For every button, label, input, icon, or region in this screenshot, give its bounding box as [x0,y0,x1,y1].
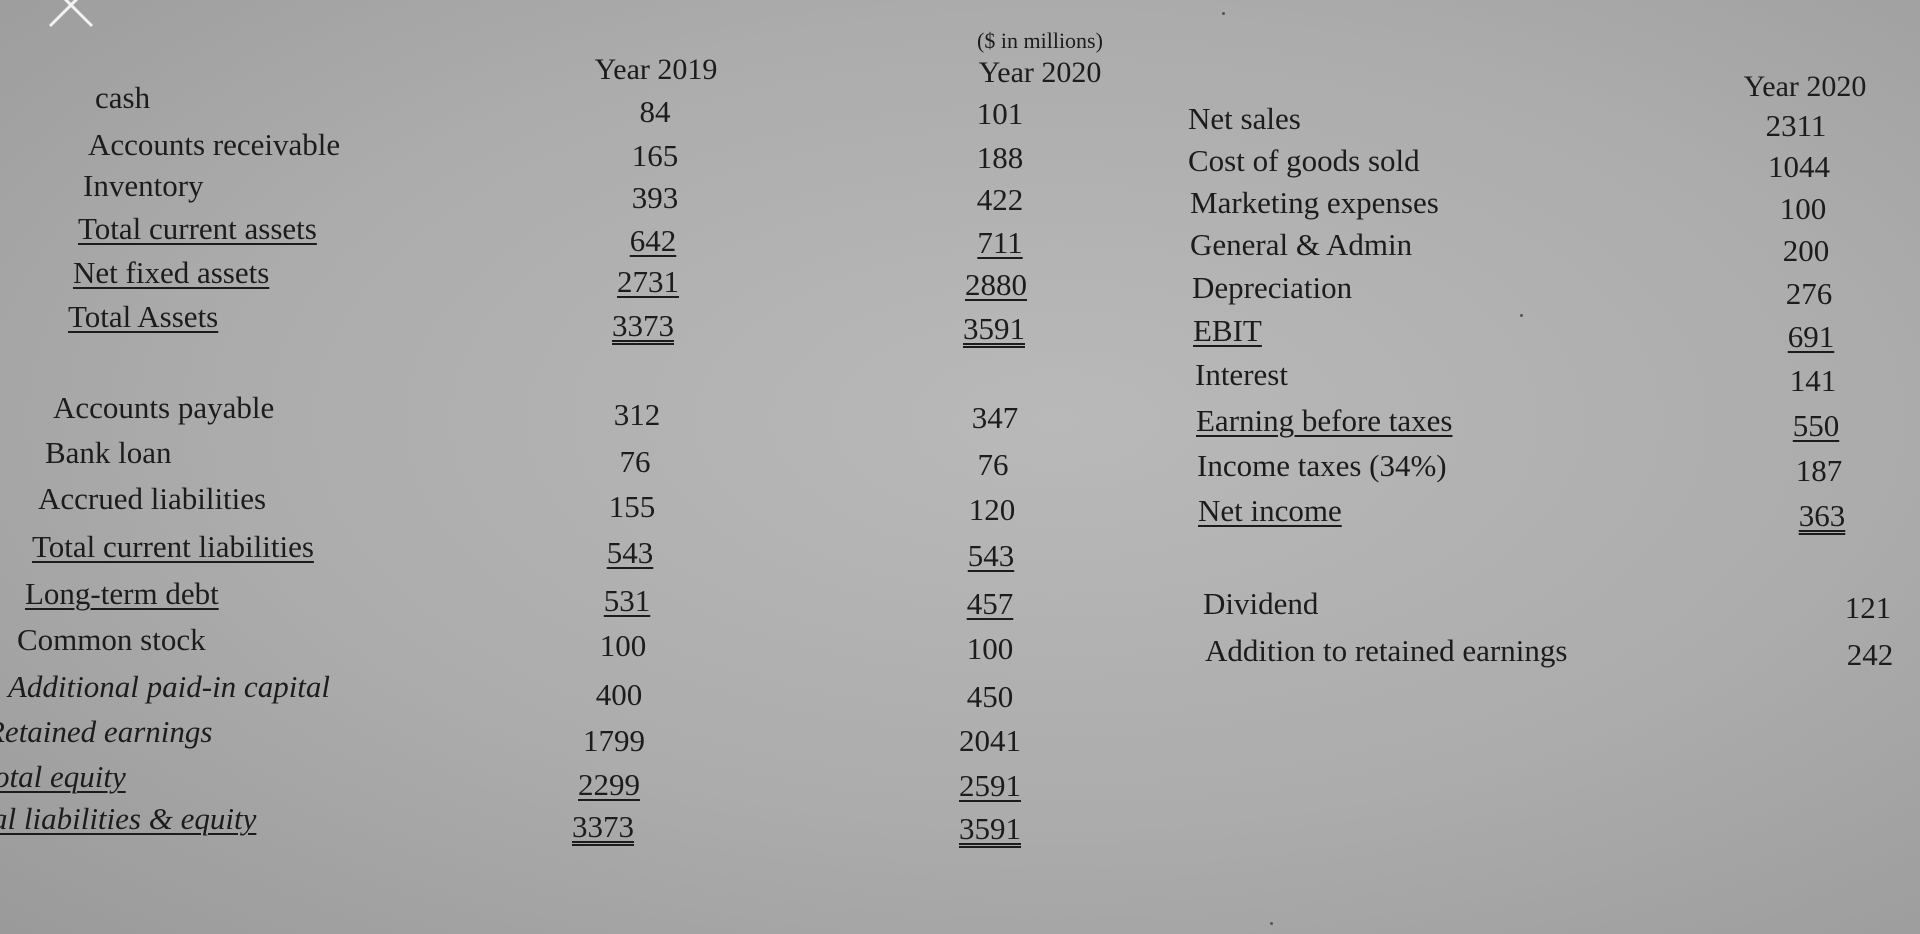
column-header-2020: Year 2020 [978,56,1102,89]
income-value: 200 [1782,233,1830,268]
liability-label: Accrued liabilities [38,481,267,516]
income-label: Net income [1198,493,1342,528]
dividend-value: 121 [1844,590,1892,625]
income-column-header-2020: Year 2020 [1743,70,1867,103]
liability-value-2019: 400 [595,677,643,712]
column-header-2019: Year 2019 [594,53,718,86]
liability-value-2019: 2299 [578,767,640,802]
liability-value-2019: 100 [599,628,647,663]
liability-value-2020: 2591 [959,768,1021,803]
retained-earnings-addition-value: 242 [1846,637,1894,672]
liability-label: Accounts payable [53,390,275,425]
income-label: EBIT [1193,313,1262,348]
liability-label: Additional paid-in capital [8,669,331,704]
liability-value-2020: 543 [967,538,1015,573]
income-value: 363 [1798,498,1846,533]
income-label: Earning before taxes [1196,403,1453,438]
asset-value-2019: 84 [639,94,671,129]
income-label: General & Admin [1190,227,1413,262]
units-note: ($ in millions) [977,28,1103,53]
asset-value-2020: 422 [976,182,1024,217]
cropped-heading-fragment [880,0,1180,4]
liability-value-2019: 543 [606,535,654,570]
income-label: Interest [1195,357,1288,392]
asset-value-2020: 711 [977,225,1023,260]
income-label: Income taxes (34%) [1197,448,1447,483]
liability-value-2020: 347 [971,400,1019,435]
liability-label: Long-term debt [25,576,219,611]
asset-value-2020: 188 [976,140,1024,175]
asset-label: cash [95,80,151,115]
asset-value-2020: 2880 [965,267,1027,302]
income-label: Depreciation [1192,270,1353,305]
income-value: 141 [1789,363,1837,398]
asset-value-2019: 393 [631,180,679,215]
liability-label: al liabilities & equity [0,801,257,836]
liability-value-2020: 100 [966,631,1014,666]
income-value: 187 [1795,453,1843,488]
liability-value-2019: 1799 [583,723,645,758]
liability-value-2020: 3591 [959,811,1021,846]
paper-speck [1270,922,1273,925]
asset-label: Inventory [83,168,204,203]
dividend-label: Dividend [1203,586,1319,621]
asset-value-2019: 3373 [612,308,674,343]
asset-value-2020: 3591 [963,311,1025,346]
liability-value-2020: 120 [968,492,1016,527]
income-value: 100 [1779,191,1827,226]
liability-value-2020: 2041 [959,723,1021,758]
income-value: 691 [1787,319,1835,354]
asset-value-2019: 165 [631,138,679,173]
asset-value-2019: 642 [629,223,677,258]
paper-speck [1222,12,1225,15]
asset-value-2020: 101 [976,96,1024,131]
liability-label: otal equity [0,759,126,794]
liability-value-2020: 457 [966,586,1014,621]
liability-value-2020: 76 [977,447,1009,482]
liability-value-2019: 531 [603,583,651,618]
liability-label: Retained earnings [0,714,213,749]
income-value: 2311 [1765,108,1827,143]
retained-earnings-addition-label: Addition to retained earnings [1205,633,1568,668]
income-label: Marketing expenses [1190,185,1439,220]
liability-value-2019: 3373 [572,809,634,844]
liability-label: Total current liabilities [32,529,314,564]
close-button[interactable] [46,0,96,30]
close-icon [48,0,94,28]
asset-value-2019: 2731 [617,264,679,299]
liability-value-2019: 312 [613,397,661,432]
asset-label: Total Assets [68,299,219,334]
asset-label: Net fixed assets [73,255,270,290]
income-value: 1044 [1768,149,1830,184]
income-value: 276 [1785,276,1833,311]
liability-value-2019: 155 [608,489,656,524]
liability-label: Bank loan [45,435,172,470]
paper-speck [1520,314,1523,317]
income-value: 550 [1792,408,1840,443]
asset-label: Total current assets [78,211,317,246]
liability-value-2020: 450 [966,679,1014,714]
liability-value-2019: 76 [619,444,651,479]
income-label: Cost of goods sold [1188,143,1420,178]
asset-label: Accounts receivable [88,127,341,162]
income-label: Net sales [1188,101,1301,136]
liability-label: Common stock [17,622,206,657]
